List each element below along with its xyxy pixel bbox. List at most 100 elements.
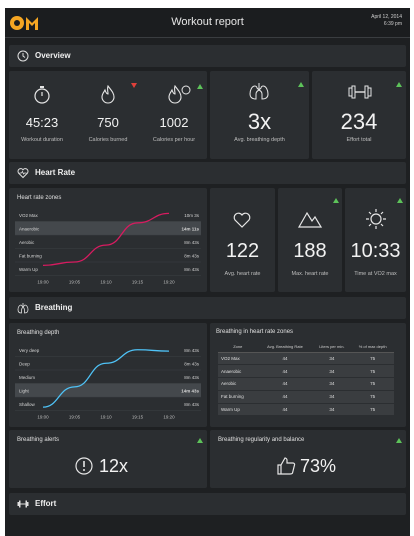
effort-total-label: Effort total [346, 137, 372, 143]
zone-time: 8m 43s [184, 253, 200, 258]
table-row: Anaerobic 44 34 75 [218, 364, 394, 379]
section-heart-rate[interactable]: Heart Rate [9, 162, 406, 184]
table-header-row: Zone Avg. Breathing Rate Liters per min.… [218, 342, 394, 353]
flame-clock-icon [168, 85, 191, 104]
zone-label: Very deep [19, 348, 40, 353]
max-heart-rate-card[interactable]: 188 Max. heart rate [278, 188, 342, 292]
table-header: % of max depth [351, 342, 394, 353]
zone-time: 8m 43s [184, 402, 200, 407]
zone-time: 8m 43s [184, 348, 200, 353]
breathing-depth-chart: Breathing depth Very deep 8m 43s Deep 8m 43… [9, 323, 207, 427]
table-header: Liters per min. [312, 342, 352, 353]
page-title: Workout report [171, 16, 244, 28]
trend-up-icon [396, 438, 402, 443]
lungs-icon [249, 83, 269, 100]
trend-up-icon [396, 82, 402, 87]
zone-label: Light [19, 388, 30, 393]
time-vo2-label: Time at VO2 max [354, 271, 397, 277]
metric-calories-label: Calories burned [88, 137, 128, 143]
burst-icon [366, 209, 386, 229]
heart-rate-icon [17, 168, 29, 179]
table-title: Breathing in heart rate zones [216, 329, 294, 335]
dumbbell-icon [17, 500, 29, 508]
max-heart-rate-label: Max. heart rate [291, 271, 329, 277]
effort-total-value: 234 [340, 109, 378, 134]
x-tick-label: 19:20 [163, 280, 175, 285]
table-header: Zone [218, 342, 258, 353]
table-header: Avg. Breathing Rate [257, 342, 313, 353]
table-cell: Fat burning [218, 390, 258, 404]
table-row: Fat burning 44 34 75 [218, 390, 394, 404]
zone-time: 8m 43s [184, 375, 200, 380]
table-cell: Aerobic [218, 377, 258, 391]
metric-duration-label: Workout duration [21, 137, 63, 143]
breathing-regularity-value: 73% [300, 456, 337, 476]
x-tick-label: 19:00 [37, 415, 49, 420]
trend-up-icon [333, 198, 339, 203]
effort-total-card[interactable]: 234 Effort total [312, 71, 406, 159]
breathing-depth-card[interactable]: 3x Avg. breathing depth [210, 71, 309, 159]
metric-calories-hour-value: 1002 [159, 115, 189, 130]
metric-calories-value: 750 [97, 115, 119, 130]
table-cell: 44 [257, 352, 313, 366]
zone-label: Anaerobic [19, 226, 40, 231]
app-logo[interactable] [9, 14, 43, 32]
table-cell: 34 [312, 377, 352, 391]
heart-icon [233, 212, 251, 228]
max-heart-rate-value: 188 [293, 240, 327, 262]
avg-heart-rate-card[interactable]: 122 Avg. heart rate [210, 188, 275, 292]
report-date: April 12, 2014 [371, 14, 402, 20]
table-cell: Warm Up [218, 403, 258, 417]
thumbs-up-icon [277, 457, 296, 475]
breathing-depth-label: Avg. breathing depth [234, 137, 285, 143]
breathing-alerts-value: 12x [99, 456, 129, 476]
breathing-regularity-card[interactable]: Breathing regularity and balance 73% [210, 430, 406, 488]
table-cell: 34 [312, 352, 352, 366]
zone-label: Aerobic [19, 240, 35, 245]
trend-up-icon [197, 84, 203, 89]
stopwatch-icon [34, 86, 50, 104]
section-label: Effort [35, 499, 57, 508]
zone-label: Medium [19, 375, 35, 380]
table-cell: 75 [351, 364, 394, 379]
table-cell: 34 [312, 390, 352, 404]
x-tick-label: 19:05 [69, 415, 81, 420]
heart-rate-zones-chart: Heart rate zones VO2 Max 10m 3s Anaerobic 1… [9, 188, 207, 292]
breathing-zones-table: Zone Avg. Breathing Rate Liters per min.… [218, 342, 394, 417]
metric-duration-value: 45:23 [25, 115, 59, 130]
zone-time: 8m 43s [184, 361, 200, 366]
table-cell: VO2 Max [218, 352, 258, 366]
zone-highlight-band [15, 221, 201, 235]
x-tick-label: 19:05 [69, 280, 81, 285]
breathing-chart-svg: Very deep 8m 43s Deep 8m 43s Medium 8m 43s Lig… [15, 348, 201, 420]
section-label: Breathing [35, 303, 73, 312]
table-cell: 75 [351, 390, 394, 404]
trend-down-icon [131, 83, 137, 88]
card-title: Breathing regularity and balance [218, 437, 305, 443]
alert-circle-icon [75, 457, 93, 475]
breathing-alerts-card[interactable]: Breathing alerts 12x [9, 430, 207, 488]
x-tick-label: 19:00 [37, 280, 49, 285]
table-cell: 44 [257, 364, 313, 379]
section-effort[interactable]: Effort [9, 493, 406, 515]
flame-icon [101, 85, 115, 104]
dumbbell-icon [348, 85, 372, 99]
section-breathing[interactable]: Breathing [9, 297, 406, 319]
zone-label: Fat burning [19, 253, 42, 258]
table-cell: Anaerobic [218, 364, 258, 379]
top-bar: Workout report April 12, 2014 6:39 pm [5, 8, 410, 38]
overview-metrics-card: 45:23 Workout duration 750 Calories burn… [9, 71, 207, 159]
zone-label: Warm Up [19, 267, 38, 272]
report-datetime: April 12, 2014 6:39 pm [371, 14, 402, 28]
section-label: Heart Rate [35, 168, 76, 177]
time-vo2-card[interactable]: 10:33 Time at VO2 max [345, 188, 406, 292]
avg-heart-rate-label: Avg. heart rate [224, 271, 261, 277]
lungs-icon [17, 303, 29, 314]
heart-rate-chart-svg: VO2 Max 10m 3s Anaerobic 14m 11s Aerobic 8m 4… [15, 213, 201, 285]
chart-title: Breathing depth [17, 330, 60, 336]
section-overview[interactable]: Overview [9, 45, 406, 67]
table-cell: 44 [257, 403, 313, 417]
zone-label: Deep [19, 361, 30, 366]
zone-time: 14m 11s [181, 226, 199, 231]
zone-time: 10m 3s [184, 213, 200, 218]
